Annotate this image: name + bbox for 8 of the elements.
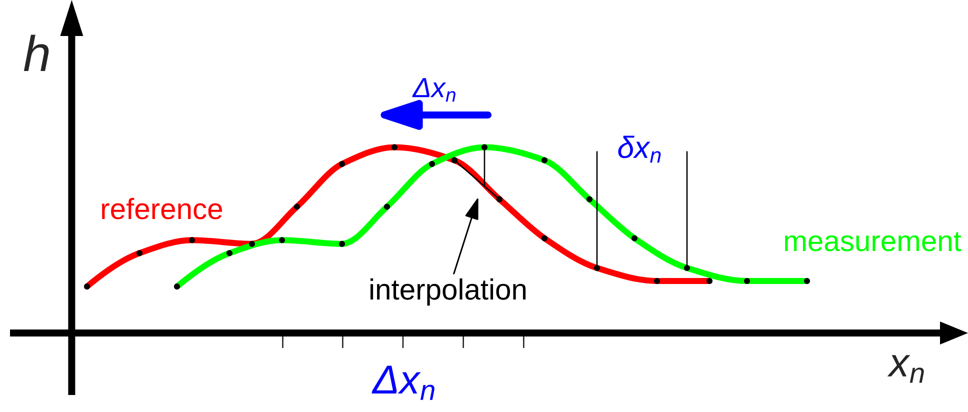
text: Δx$_{n}$ (372, 366, 434, 400)
x-axis-title: x$_{n}$ (887, 355, 924, 383)
annotation: δx$_{n}$ (618, 136, 661, 163)
text: Δx$_{n}$ (412, 78, 456, 102)
annotation: interpolation (370, 278, 526, 306)
y-axis-title: h (24, 34, 49, 71)
series-label: measurement (785, 232, 962, 252)
series-label: reference (102, 198, 222, 220)
